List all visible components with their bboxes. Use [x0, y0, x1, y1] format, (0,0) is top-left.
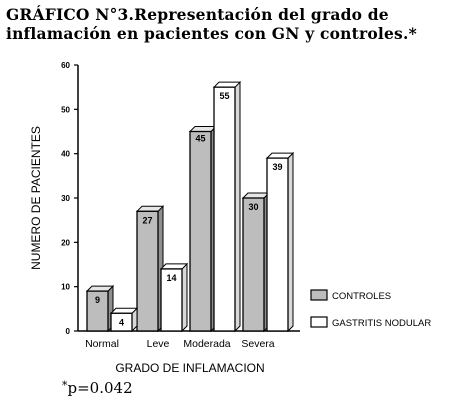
bar-top-face	[159, 263, 189, 270]
bar-side-face	[287, 151, 294, 333]
bar-top-face	[241, 192, 271, 199]
footnote: *p=0.042	[62, 379, 133, 397]
bar-front	[242, 197, 265, 332]
x-tick-label: Severa	[241, 338, 274, 350]
bar-value-label: 9	[95, 295, 100, 305]
y-tick-label: 10	[61, 283, 70, 292]
bar-value-label: 45	[195, 134, 205, 144]
y-tick-label: 30	[61, 194, 70, 203]
bar-top-face	[85, 285, 115, 292]
bar-front	[213, 86, 236, 332]
legend-swatch	[310, 289, 328, 301]
y-axis-title: NUMERO DE PACIENTES	[29, 126, 43, 270]
footnote-mark: *	[62, 379, 68, 392]
legend-swatch	[310, 316, 328, 328]
bar-top-face	[135, 205, 165, 212]
chart-title-line-1: GRÁFICO N°3.Representación del grado de	[6, 5, 389, 24]
bar-side-face	[234, 80, 241, 333]
bar-value-label: 30	[248, 202, 258, 212]
bar-front	[110, 312, 133, 332]
bar-value-label: 27	[142, 215, 152, 225]
x-tick-label: Moderada	[183, 338, 230, 350]
y-tick-label: 0	[66, 327, 71, 336]
y-tick-label: 20	[61, 238, 70, 247]
y-tick-label: 40	[61, 150, 70, 159]
chart-title-line-2: inflamación en pacientes con GN y contro…	[6, 24, 417, 43]
y-tick-label: 50	[61, 105, 70, 114]
bar-top-face	[265, 152, 295, 159]
bar-front	[86, 290, 109, 332]
chart-title: GRÁFICO N°3.Representación del grado de …	[6, 5, 446, 43]
bar-front	[160, 268, 183, 332]
bar-top-face	[188, 126, 218, 132]
bar-value-label: 39	[272, 162, 282, 172]
bar-top-face	[109, 307, 139, 314]
bar-side-face	[181, 262, 188, 333]
bar-front	[189, 130, 212, 332]
bar-front	[266, 157, 289, 332]
bar-value-label: 14	[166, 273, 176, 283]
bar-top-face	[212, 81, 242, 88]
footnote-text: p=0.042	[67, 379, 133, 397]
bar-front	[136, 210, 159, 332]
bar-value-label: 55	[219, 91, 229, 101]
legend-label: GASTRITIS NODULAR	[332, 318, 431, 329]
y-tick-label: 60	[61, 61, 70, 70]
x-tick-label: Leve	[147, 338, 170, 350]
x-tick-label: Normal	[85, 338, 119, 350]
bar-value-label: 4	[119, 317, 124, 327]
x-axis-title: GRADO DE INFLAMACION	[115, 361, 264, 375]
legend-label: CONTROLES	[332, 291, 391, 302]
